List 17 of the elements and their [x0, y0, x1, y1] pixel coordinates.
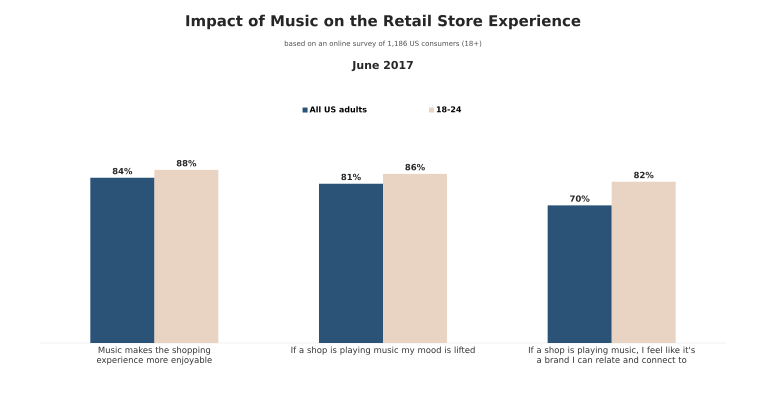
- bar: [318, 184, 384, 343]
- bar: [548, 205, 612, 343]
- data-label: 88%: [176, 160, 196, 166]
- chart-title: Impact of Music on the Retail Store Experience: [186, 14, 580, 30]
- bar: [612, 182, 676, 343]
- bar: [154, 170, 218, 343]
- bar: [90, 178, 154, 343]
- x-tick-label: If a shop is playing music my mood is lifted: [291, 346, 475, 355]
- data-label: 82%: [634, 172, 654, 178]
- data-label: 86%: [405, 164, 425, 170]
- text: June 2017: [352, 60, 413, 72]
- x-tick-label: If a shop is playing music, I feel like it's a brand I can relate and connect to: [528, 346, 695, 364]
- data-label: 70%: [570, 195, 590, 202]
- x-tick-label: Music makes the shopping experience more enjoyable: [96, 346, 212, 365]
- bar: [383, 174, 448, 343]
- data-label: 84%: [112, 168, 132, 174]
- data-label: 81%: [341, 174, 361, 180]
